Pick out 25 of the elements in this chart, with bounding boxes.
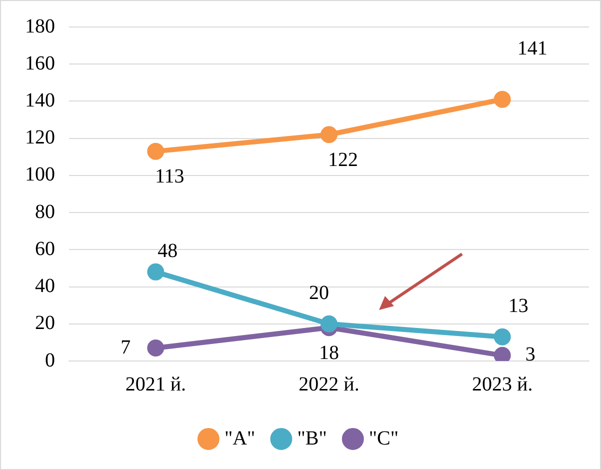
legend-label: "C" [368,427,399,450]
y-tick-label: 80 [35,200,55,223]
y-tick-label: 180 [25,15,55,38]
data-label: 13 [508,295,528,318]
y-tick-label: 140 [25,89,55,112]
data-label: 141 [517,38,548,60]
data-label: 18 [319,342,339,364]
x-tick-label: 2021 й. [125,373,186,396]
data-label: 20 [309,282,329,304]
y-tick-label: 120 [25,126,55,149]
data-label: 113 [155,166,184,188]
data-label: 7 [120,336,131,358]
y-tick-label: 60 [35,238,55,260]
x-tick-label: 2022 й. [298,373,360,396]
legend-label: "A" [224,427,256,450]
x-tick-label: 2023 й. [472,373,533,396]
y-tick-label: 160 [25,52,55,74]
data-label: 48 [158,240,178,262]
data-label: 122 [328,148,358,171]
y-tick-label: 0 [45,349,55,372]
legend-label: "B" [297,427,327,450]
y-tick-label: 20 [35,312,55,334]
data-label: 3 [525,344,536,366]
y-tick-label: 40 [35,275,55,298]
y-tick-label: 100 [25,164,55,186]
